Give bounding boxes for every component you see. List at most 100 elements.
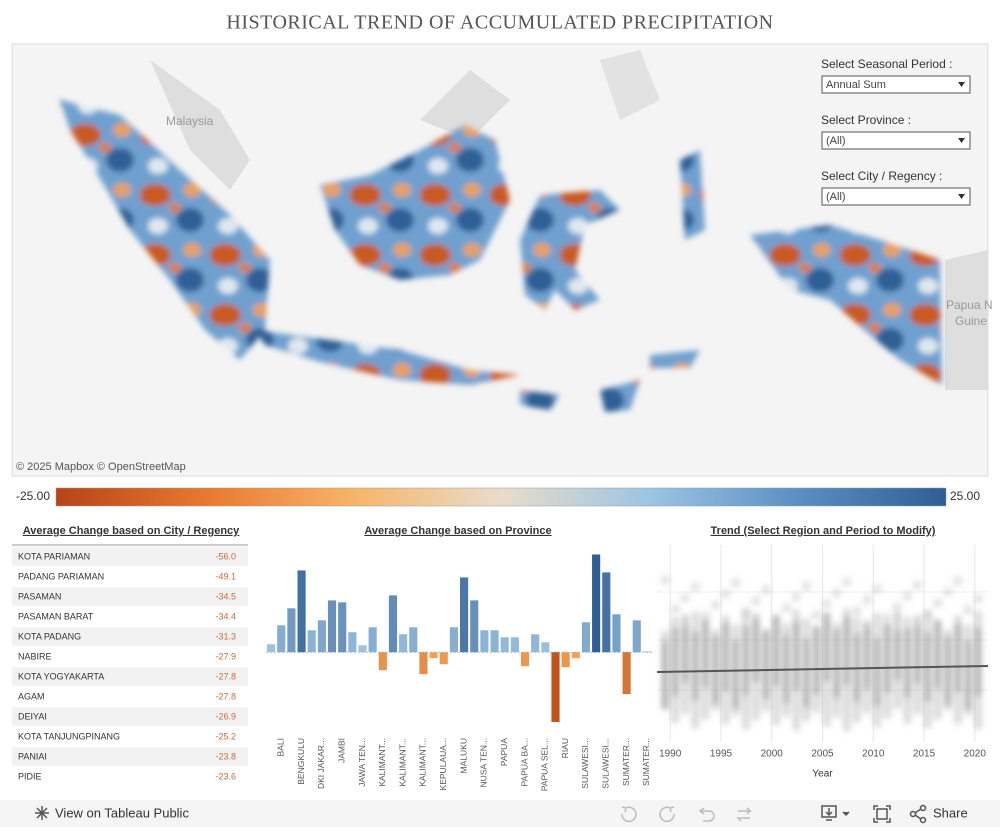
- x-tick-label: BENGKULU: [296, 738, 306, 785]
- download-icon[interactable]: [821, 805, 850, 821]
- density: [975, 627, 982, 697]
- dropdown-arrow: [958, 138, 965, 143]
- heatmap: [60, 100, 942, 412]
- table-row: [12, 627, 248, 646]
- density: [791, 592, 802, 602]
- row-name: PASAMAN BARAT: [18, 611, 94, 621]
- table-row: [12, 707, 248, 726]
- bar: [409, 627, 418, 653]
- x-tick-label: SUMATER...: [641, 738, 651, 786]
- dropdown[interactable]: [821, 75, 971, 94]
- table-row: [12, 687, 248, 706]
- x-tick-label: KALIMANT...: [377, 738, 387, 787]
- density: [732, 639, 739, 709]
- filter-label: Select Province :: [821, 113, 911, 127]
- density: [660, 575, 670, 585]
- bar: [338, 602, 347, 653]
- bar: [277, 625, 286, 653]
- x-tick-label: DKI JAKAR...: [316, 738, 326, 789]
- legend-min: -25.00: [16, 489, 50, 503]
- x-tick-label: 1995: [710, 749, 733, 760]
- bar: [520, 652, 530, 667]
- density: [690, 582, 701, 592]
- density: [884, 624, 891, 694]
- footer: View on Tableau Public Share: [0, 800, 1000, 827]
- table-row: [12, 587, 248, 606]
- density: [944, 636, 951, 706]
- density: [851, 606, 862, 616]
- bar: [470, 600, 479, 653]
- land: [150, 60, 250, 190]
- density: [742, 626, 749, 696]
- filter-label: Select City / Regency :: [821, 169, 942, 183]
- bar: [581, 622, 591, 653]
- density: [781, 603, 792, 613]
- x-tick-label: 1990: [659, 749, 682, 760]
- density: [902, 591, 913, 601]
- density: [740, 607, 751, 617]
- x-tick-label: SUMATER...: [621, 738, 631, 786]
- x-tick-label: JAWA TEN...: [357, 738, 367, 787]
- bar: [317, 620, 326, 653]
- bar: [348, 632, 357, 653]
- density: [912, 580, 923, 590]
- density: [801, 581, 812, 591]
- density: [952, 576, 963, 586]
- bar: [460, 577, 469, 653]
- row-value: -26.9: [215, 711, 236, 721]
- tableau-icon[interactable]: [35, 806, 49, 820]
- x-tick-label: BALI: [275, 738, 285, 756]
- density: [904, 628, 911, 698]
- dropdown[interactable]: [821, 187, 971, 206]
- table-row: [12, 747, 248, 766]
- density: [682, 614, 689, 684]
- x-tick-label: KALIMANT...: [397, 738, 407, 787]
- footer-bar: [0, 800, 1000, 827]
- density: [973, 594, 984, 604]
- bar: [500, 637, 509, 653]
- share-icon[interactable]: [909, 804, 927, 824]
- density: [954, 623, 961, 693]
- density: [922, 609, 933, 619]
- density: [730, 578, 741, 588]
- land: [420, 70, 510, 140]
- x-tick-label: PAPUA: [499, 738, 509, 767]
- density: [874, 637, 881, 707]
- bar: [439, 652, 448, 665]
- trend-line: [656, 665, 989, 673]
- bar: [622, 652, 631, 695]
- bar: [287, 608, 296, 653]
- bar: [632, 620, 641, 653]
- row-value: -25.2: [215, 731, 236, 741]
- table-row: [12, 667, 248, 686]
- density: [862, 595, 872, 605]
- density: [841, 577, 852, 587]
- title: HISTORICAL TREND OF ACCUMULATED PRECIPIT…: [226, 12, 773, 34]
- density: [934, 619, 941, 689]
- x-tick-label: 2000: [761, 749, 784, 760]
- bar: [327, 600, 337, 653]
- color-legend: -25.00 25.00: [16, 487, 980, 507]
- bar-chart: BALI BENGKULU DKI JAKAR... JAMBI JAWA TEN...…: [266, 554, 652, 791]
- density: [752, 613, 759, 683]
- bar: [531, 634, 540, 653]
- bar: [399, 634, 408, 653]
- density: [700, 611, 711, 621]
- filter-label: Select Seasonal Period :: [821, 57, 952, 71]
- share-button[interactable]: Share: [933, 805, 968, 820]
- x-tick-label: MALUKU: [458, 738, 468, 773]
- x-tick-label: PAPUA SEL...: [540, 738, 550, 791]
- bar: [561, 652, 570, 668]
- fullscreen-icon[interactable]: [873, 805, 891, 823]
- row-value: -31.3: [215, 631, 236, 641]
- x-tick-label: 2015: [913, 749, 936, 760]
- density: [761, 585, 771, 595]
- filters: Select Seasonal Period : Annual Sum Select…: [821, 57, 971, 206]
- bar: [378, 652, 387, 671]
- density: [892, 602, 903, 612]
- bar: [388, 595, 398, 653]
- density: [965, 640, 971, 710]
- view-link[interactable]: View on Tableau Public: [55, 805, 189, 820]
- map-label: Guine: [955, 314, 987, 328]
- dropdown[interactable]: [821, 131, 971, 150]
